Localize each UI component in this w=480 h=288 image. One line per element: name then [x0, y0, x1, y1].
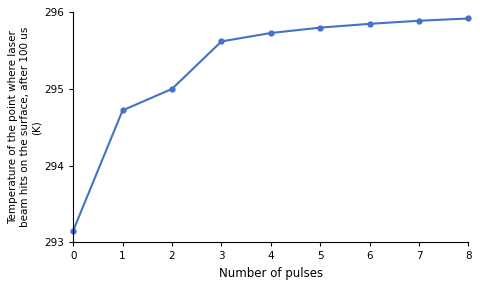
Y-axis label: Temperature of the point where laser
beam hits on the surface, after 100 us
(K): Temperature of the point where laser bea…: [8, 27, 42, 228]
X-axis label: Number of pulses: Number of pulses: [219, 267, 323, 280]
